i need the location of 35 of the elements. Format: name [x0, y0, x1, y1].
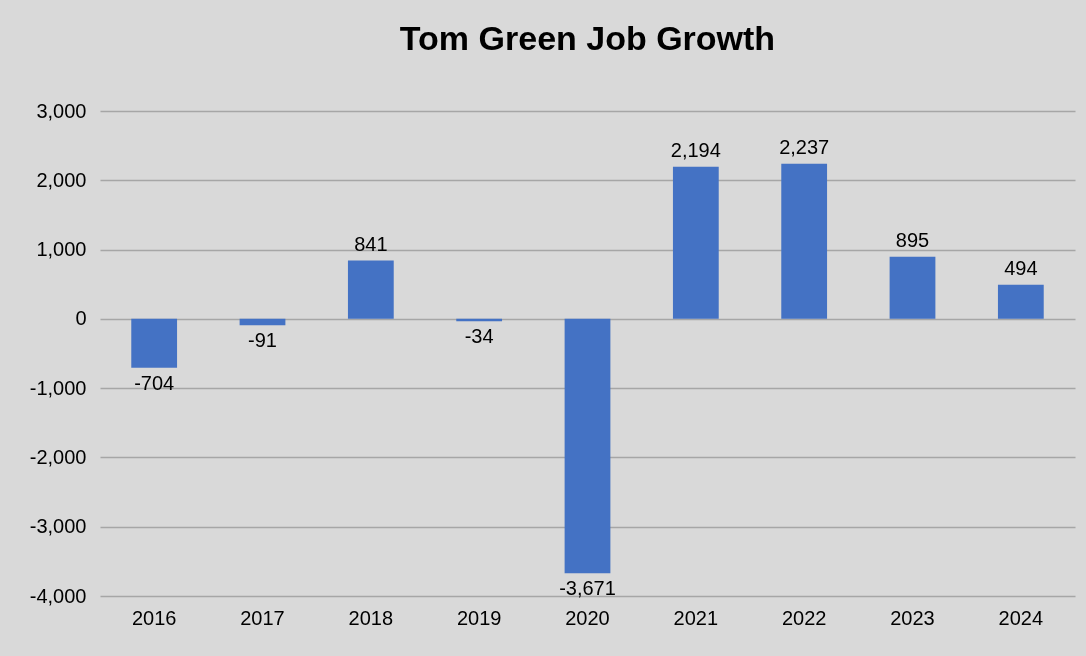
y-tick-label: 0 — [75, 307, 87, 330]
data-label: 895 — [895, 228, 930, 251]
x-tick-label: 2018 — [348, 606, 394, 629]
y-tick-label: 3,000 — [36, 99, 87, 122]
x-tick-label: 2021 — [673, 606, 719, 629]
y-tick-label: -3,000 — [29, 515, 87, 538]
data-label: -34 — [464, 325, 494, 348]
data-label: 841 — [354, 232, 388, 255]
data-label: 2,194 — [670, 138, 721, 161]
x-tick-label: 2016 — [131, 606, 177, 629]
data-label: -91 — [248, 329, 277, 352]
x-tick-label: 2023 — [890, 606, 935, 629]
x-tick-label: 2019 — [456, 606, 502, 629]
bar — [347, 260, 394, 319]
y-tick-label: -1,000 — [29, 376, 87, 399]
bar — [781, 163, 828, 319]
bar — [889, 256, 936, 319]
data-label: -3,671 — [559, 577, 616, 600]
y-tick-label: -4,000 — [29, 584, 87, 607]
x-tick-label: 2017 — [240, 606, 285, 629]
chart-title: Tom Green Job Growth — [399, 19, 776, 57]
y-tick-label: 2,000 — [36, 168, 87, 191]
x-tick-label: 2024 — [998, 606, 1044, 629]
y-tick-label: -2,000 — [29, 445, 87, 468]
data-label: 494 — [1004, 256, 1038, 279]
x-tick-label: 2022 — [781, 606, 827, 629]
y-tick-label: 1,000 — [36, 238, 87, 261]
bar — [564, 318, 611, 574]
data-label: -704 — [134, 371, 175, 394]
data-label: 2,237 — [779, 135, 830, 158]
x-tick-label: 2020 — [565, 606, 610, 629]
bar — [997, 284, 1044, 319]
bar — [672, 166, 719, 319]
bar — [239, 318, 286, 326]
bar — [131, 318, 178, 368]
